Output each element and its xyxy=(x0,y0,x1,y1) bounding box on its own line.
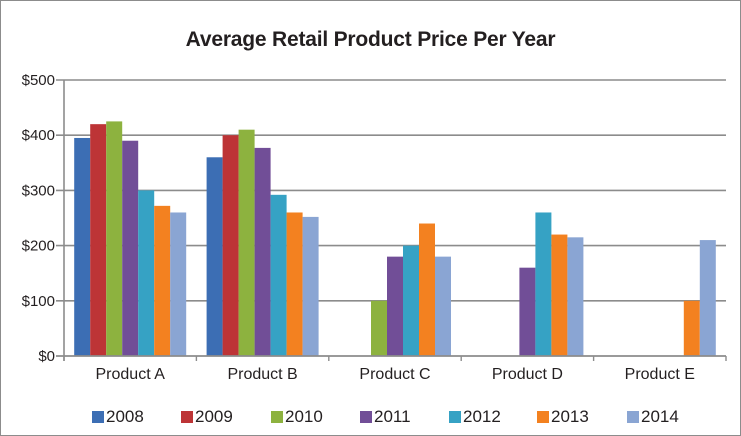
bar-product-a-2011 xyxy=(122,140,139,356)
bar-product-c-2012 xyxy=(403,245,419,356)
legend-item-2012: 2012 xyxy=(449,405,501,429)
legend-swatch xyxy=(181,411,193,423)
legend-item-2008: 2008 xyxy=(92,405,144,429)
bar-product-c-2010 xyxy=(371,300,387,356)
y-tick-label: $400 xyxy=(22,127,55,144)
bar-product-c-2011 xyxy=(387,256,403,356)
bar-product-a-2012 xyxy=(138,190,155,356)
y-axis-ticks: $0 $100 $200 $300 $400 $500 xyxy=(22,72,55,365)
legend-label: 2010 xyxy=(285,407,323,426)
legend-label: 2014 xyxy=(641,407,679,426)
bar-product-d-2014 xyxy=(567,237,584,356)
bar-product-c-2013 xyxy=(419,223,435,356)
bar-product-a-2009 xyxy=(90,124,107,356)
bar-product-e-2013 xyxy=(683,300,700,356)
bar-product-b-2009 xyxy=(222,135,239,356)
bar-product-b-2010 xyxy=(238,129,255,356)
chart-title: Average Retail Product Price Per Year xyxy=(185,28,556,51)
legend-label: 2013 xyxy=(551,407,589,426)
bar-product-c-2014 xyxy=(435,256,451,356)
legend-item-2010: 2010 xyxy=(271,405,323,429)
bar-product-a-2008 xyxy=(74,137,91,356)
legend-label: 2009 xyxy=(195,407,233,426)
x-tick-label: Product B xyxy=(227,366,297,383)
bars xyxy=(74,121,716,357)
legend-item-2009: 2009 xyxy=(181,405,233,429)
legend-label: 2008 xyxy=(106,407,144,426)
legend-label: 2011 xyxy=(374,407,411,426)
bar-product-b-2011 xyxy=(254,147,271,356)
x-tick-label: Product D xyxy=(492,366,563,383)
bar-product-a-2013 xyxy=(154,205,171,356)
bar-product-b-2013 xyxy=(286,212,303,356)
bar-product-b-2014 xyxy=(302,216,319,356)
x-tick-label: Product E xyxy=(625,366,695,383)
bar-product-d-2011 xyxy=(519,267,536,356)
bar-product-b-2012 xyxy=(270,194,287,356)
legend-swatch xyxy=(627,411,639,423)
bar-product-b-2008 xyxy=(206,157,223,356)
x-tick-label: Product A xyxy=(96,366,166,383)
legend-swatch xyxy=(92,411,104,423)
y-tick-label: $300 xyxy=(22,182,55,199)
legend-item-2011: 2011 xyxy=(360,405,411,429)
y-tick-label: $100 xyxy=(22,293,55,310)
y-tick-label: $200 xyxy=(22,238,55,255)
x-tick-label: Product C xyxy=(359,366,430,383)
legend-label: 2012 xyxy=(463,407,501,426)
bar-product-a-2014 xyxy=(170,212,187,356)
bar-product-d-2013 xyxy=(551,234,568,356)
bar-product-e-2014 xyxy=(699,240,716,356)
legend: 2008 2009 2010 2011 2012 2013 2014 xyxy=(0,405,741,429)
bar-product-a-2010 xyxy=(106,121,123,357)
legend-swatch xyxy=(360,411,372,423)
y-tick-label: $0 xyxy=(38,348,55,365)
legend-item-2014: 2014 xyxy=(627,405,679,429)
y-tick-label: $500 xyxy=(22,72,55,89)
legend-swatch xyxy=(449,411,461,423)
legend-swatch xyxy=(537,411,549,423)
bar-product-d-2012 xyxy=(535,212,552,356)
legend-item-2013: 2013 xyxy=(537,405,589,429)
x-axis-ticks: Product A Product B Product C Product D Prod… xyxy=(96,366,695,383)
legend-swatch xyxy=(271,411,283,423)
x-axis xyxy=(56,355,727,361)
